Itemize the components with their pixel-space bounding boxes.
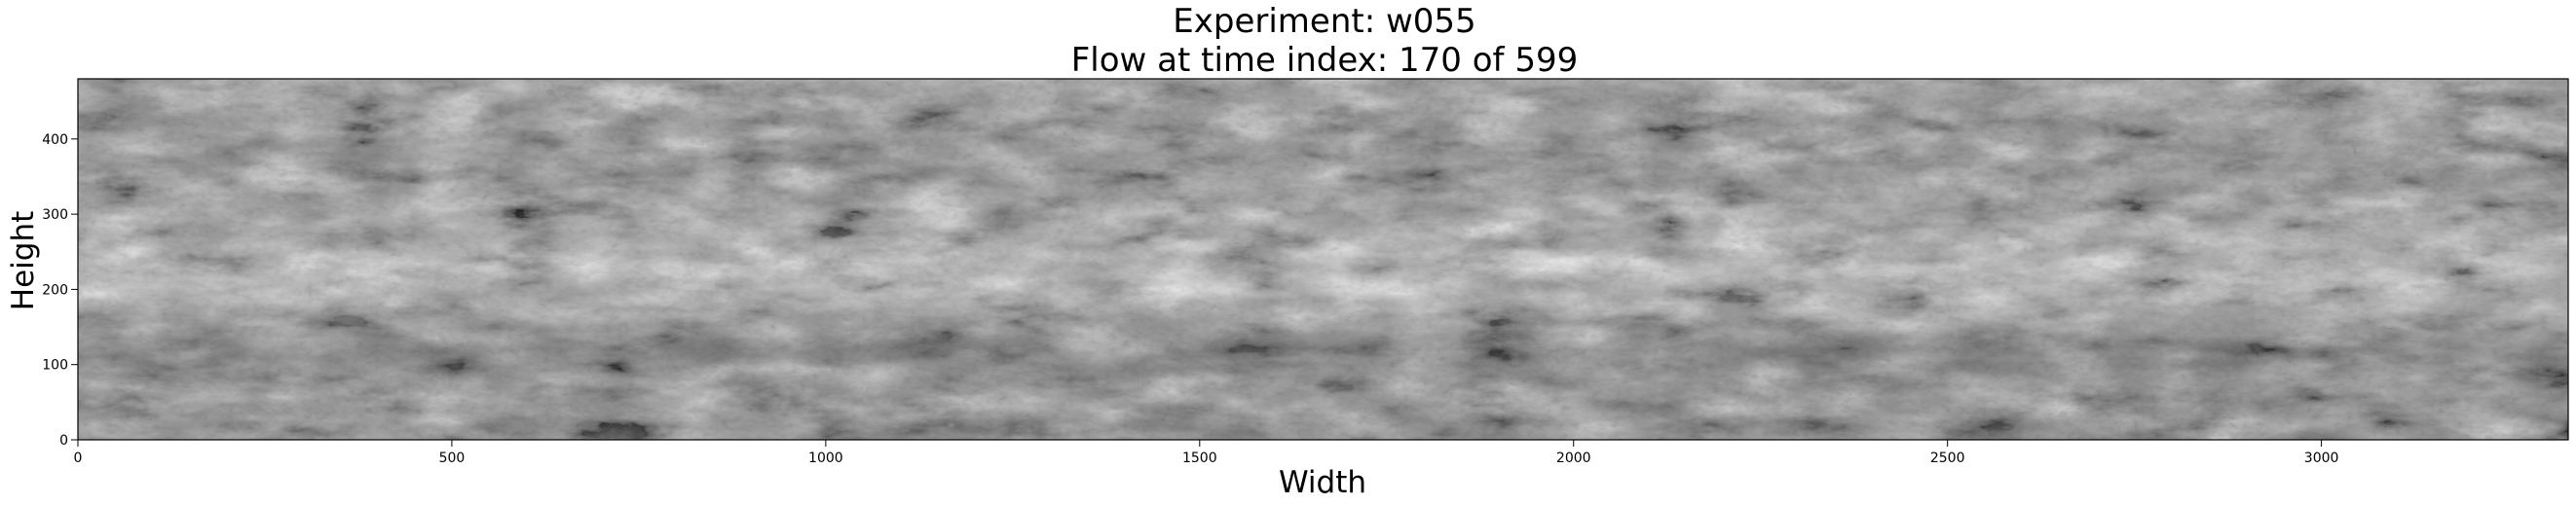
y-tick-label: 100 <box>42 358 68 374</box>
flow-image <box>78 79 2568 440</box>
plot-frame <box>77 78 2569 441</box>
y-tick-label: 200 <box>42 282 68 298</box>
y-tick-label: 400 <box>42 132 68 148</box>
title-experiment: Experiment: w055 <box>1173 2 1476 41</box>
x-tick-label: 0 <box>74 451 83 466</box>
x-tick-label: 2000 <box>1556 451 1591 466</box>
x-axis: 0 500 1000 1500 2000 2500 3000 <box>74 440 2339 466</box>
y-axis: 0 100 200 300 400 <box>42 132 78 449</box>
x-axis-label: Width <box>1279 465 1366 500</box>
title-time-index: Flow at time index: 170 of 599 <box>1070 41 1579 80</box>
y-tick-label: 0 <box>59 433 68 449</box>
y-axis-label: Height <box>6 211 41 310</box>
x-tick-label: 2500 <box>1930 451 1965 466</box>
figure-title: Experiment: w055 Flow at time index: 170… <box>78 2 2571 80</box>
y-tick-label: 300 <box>42 207 68 223</box>
x-tick-label: 1500 <box>1182 451 1217 466</box>
x-tick-label: 1000 <box>808 451 843 466</box>
x-tick-label: 3000 <box>2304 451 2339 466</box>
x-tick-label: 500 <box>439 451 466 466</box>
